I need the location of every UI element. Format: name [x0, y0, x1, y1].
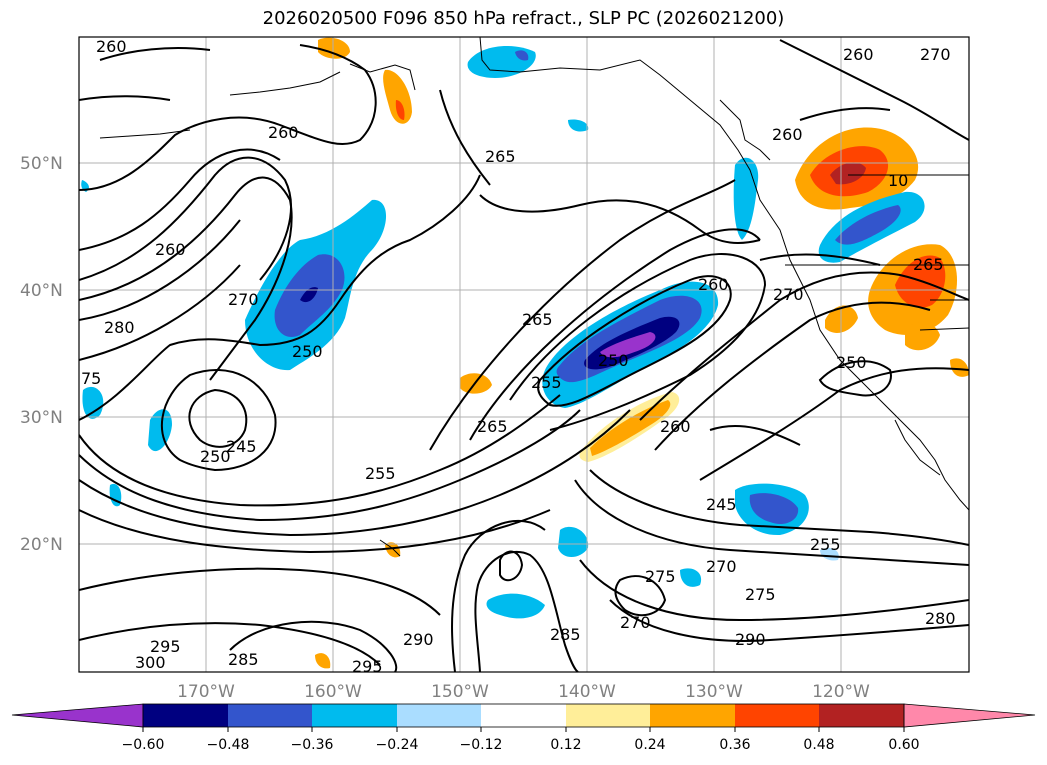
- contour-label: 260: [843, 45, 874, 64]
- lon-label: 120°W: [812, 682, 870, 702]
- contour-label: 275: [745, 585, 776, 604]
- colorbar: −0.60 −0.48 −0.36 −0.24 −0.12 0.12 0.24 …: [11, 703, 1036, 753]
- map-area: [79, 37, 969, 672]
- colorbar-tick: 0.12: [550, 737, 581, 753]
- contour-label: 265: [913, 255, 944, 274]
- colorbar-tick: −0.24: [376, 737, 419, 753]
- contour-label: 265: [522, 310, 553, 329]
- contour-label: 260: [268, 123, 299, 142]
- colorbar-segment: [566, 704, 650, 727]
- contour-label: 245: [226, 437, 257, 456]
- contour-label: 290: [403, 630, 434, 649]
- map-content: 260 260 260 265 260 260 270 265 280 250 …: [79, 37, 969, 676]
- contour-label: 250: [836, 353, 867, 372]
- colorbar-segment: [481, 704, 566, 727]
- contour-label: 245: [706, 495, 737, 514]
- colorbar-tick: 0.36: [719, 737, 750, 753]
- colorbar-segment: [650, 704, 735, 727]
- contour-label: 265: [477, 417, 508, 436]
- contour-label: 260: [96, 37, 127, 56]
- contour-label: 285: [550, 625, 581, 644]
- contour-label: 280: [925, 609, 956, 628]
- contour-label: 270: [706, 557, 737, 576]
- contour-labels: 260 260 260 265 260 260 270 265 280 250 …: [81, 37, 956, 676]
- colorbar-tick: 0.60: [888, 737, 919, 753]
- colorbar-segment: [228, 704, 312, 727]
- contour-label: 260: [155, 240, 186, 259]
- lon-label: 160°W: [304, 682, 362, 702]
- colorbar-segment: [397, 704, 481, 727]
- contour-label: 295: [150, 637, 181, 656]
- contour-label: 260: [698, 275, 729, 294]
- contour-label: 75: [81, 369, 101, 388]
- contour-label: 260: [660, 417, 691, 436]
- contour-label: 250: [598, 351, 629, 370]
- anomaly-shading: [81, 37, 969, 669]
- contour-label: 270: [773, 285, 804, 304]
- contour-label: 290: [735, 630, 766, 649]
- contour-label: 270: [920, 45, 951, 64]
- latitude-labels: 50°N 40°N 30°N 20°N: [20, 154, 63, 555]
- map-title: 2026020500 F096 850 hPa refract., SLP PC…: [262, 8, 785, 29]
- contour-label: 270: [620, 613, 651, 632]
- lon-label: 130°W: [685, 682, 743, 702]
- contour-label: 10: [888, 171, 908, 190]
- lat-label: 20°N: [20, 535, 63, 555]
- colorbar-left-arrow: [11, 703, 144, 728]
- colorbar-tick: −0.60: [122, 737, 165, 753]
- contour-label: 250: [200, 447, 231, 466]
- contour-label: 270: [228, 290, 259, 309]
- colorbar-segment: [819, 704, 904, 727]
- colorbar-segment: [312, 704, 397, 727]
- contour-label: 275: [645, 567, 676, 586]
- contour-label: 295: [352, 657, 383, 676]
- lon-label: 140°W: [558, 682, 616, 702]
- contour-label: 250: [292, 342, 323, 361]
- contour-label: 255: [531, 373, 562, 392]
- lon-label: 170°W: [177, 682, 235, 702]
- slp-contours: [79, 39, 969, 672]
- colorbar-tick: 0.48: [803, 737, 834, 753]
- lat-label: 40°N: [20, 281, 63, 301]
- colorbar-tick: −0.12: [460, 737, 503, 753]
- colorbar-segment: [735, 704, 819, 727]
- colorbar-tick: 0.24: [634, 737, 665, 753]
- colorbar-segment: [143, 704, 228, 727]
- contour-label: 255: [365, 464, 396, 483]
- colorbar-tick: −0.36: [291, 737, 334, 753]
- contour-label: 280: [104, 318, 135, 337]
- lon-label: 150°W: [431, 682, 489, 702]
- colorbar-right-arrow: [903, 703, 1036, 728]
- colorbar-tick: −0.48: [207, 737, 250, 753]
- longitude-labels: 170°W 160°W 150°W 140°W 130°W 120°W: [177, 682, 870, 702]
- contour-label: 285: [228, 650, 259, 669]
- contour-label: 300: [135, 653, 166, 672]
- contour-label: 265: [485, 147, 516, 166]
- lat-label: 50°N: [20, 154, 63, 174]
- contour-label: 255: [810, 535, 841, 554]
- lat-label: 30°N: [20, 408, 63, 428]
- map-border: [78, 36, 970, 673]
- contour-label: 260: [772, 125, 803, 144]
